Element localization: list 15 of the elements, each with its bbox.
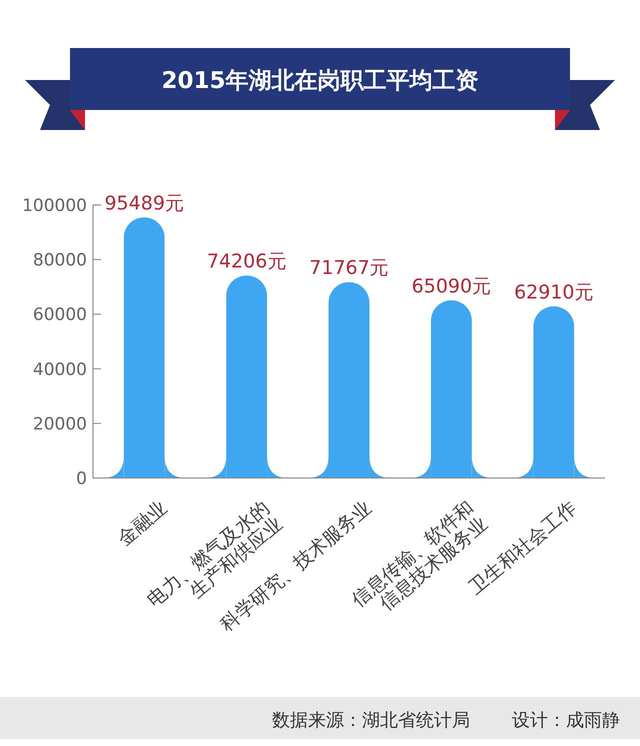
data-label: 65090元 [412, 275, 492, 298]
data-label: 74206元 [206, 250, 286, 272]
source-note: 数据来源：湖北省统计局 [272, 710, 470, 731]
x-tick-label: 金融业 [113, 496, 172, 550]
y-tick-label: 80000 [32, 250, 87, 271]
data-label: 95489元 [104, 192, 184, 214]
data-label: 71767元 [309, 257, 389, 280]
text: 设计：成雨静 [512, 710, 620, 731]
y-tick-label: 0 [76, 468, 87, 489]
chart-title: 2015年湖北在岗职工平均工资 [161, 68, 479, 94]
data-label: 62910元 [514, 281, 594, 304]
y-tick-label: 100000 [22, 196, 87, 216]
y-tick-label: 40000 [32, 360, 87, 380]
y-tick-label: 60000 [32, 305, 87, 326]
y-tick-label: 20000 [32, 414, 87, 434]
